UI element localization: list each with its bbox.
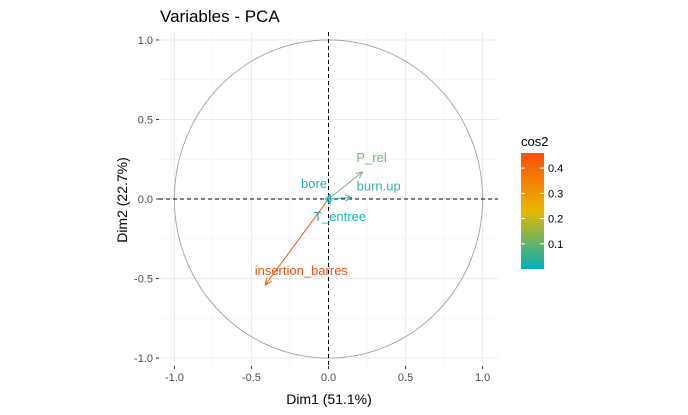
arrow-shaft bbox=[328, 171, 363, 200]
variable-arrow-bore: bore bbox=[301, 176, 332, 202]
arrow-head bbox=[344, 194, 353, 202]
legend-ticks: 0.1 0.2 0.3 0.4 bbox=[521, 163, 563, 251]
variable-arrow-insertion-barres: insertion_barres bbox=[255, 198, 349, 286]
arrow-head bbox=[324, 196, 332, 205]
y-tick-label: -0.5 bbox=[134, 274, 153, 286]
x-tick-label: -1.0 bbox=[165, 372, 184, 384]
variable-label: burn.up bbox=[357, 178, 401, 193]
x-tick-label: 0.5 bbox=[398, 372, 413, 384]
arrow-shaft bbox=[328, 196, 352, 200]
y-tick-label: 1.0 bbox=[138, 35, 153, 47]
legend-title: cos2 bbox=[521, 134, 548, 149]
y-tick-label: 0.0 bbox=[138, 194, 153, 206]
y-tick-label: 0.5 bbox=[138, 114, 153, 126]
variable-label: T_entree bbox=[314, 209, 366, 224]
variable-label: P_rel bbox=[356, 150, 386, 165]
x-tick-label: 1.0 bbox=[475, 372, 490, 384]
x-tick-label: 0.0 bbox=[321, 372, 336, 384]
variable-label: bore bbox=[301, 176, 327, 191]
y-tick-label: -1.0 bbox=[134, 353, 153, 365]
cos2-legend: cos2 0.1 0.2 0.3 0.4 bbox=[521, 134, 563, 269]
legend-tick-label: 0.3 bbox=[548, 188, 563, 200]
y-axis-ticks: -1.0 -0.5 0.0 0.5 1.0 bbox=[134, 35, 159, 365]
arrow-head bbox=[264, 277, 272, 286]
arrow-head bbox=[355, 171, 364, 179]
legend-tick-label: 0.4 bbox=[548, 163, 563, 175]
variable-arrow-burn-up: burn.up bbox=[328, 178, 401, 202]
arrow-shaft bbox=[264, 198, 329, 286]
legend-tick-label: 0.1 bbox=[548, 239, 563, 251]
variable-arrow-p-rel: P_rel bbox=[328, 150, 387, 200]
x-axis-title: Dim1 (51.1%) bbox=[286, 391, 372, 407]
variable-label: insertion_barres bbox=[255, 263, 349, 278]
y-axis-title: Dim2 (22.7%) bbox=[114, 157, 130, 243]
variable-arrow-t-entree: T_entree bbox=[314, 196, 366, 224]
legend-colorbar bbox=[521, 153, 544, 269]
x-axis-ticks: -1.0 -0.5 0.0 0.5 1.0 bbox=[165, 366, 490, 384]
x-tick-label: -0.5 bbox=[242, 372, 261, 384]
legend-tick-label: 0.2 bbox=[548, 214, 563, 226]
chart-title: Variables - PCA bbox=[160, 7, 280, 26]
